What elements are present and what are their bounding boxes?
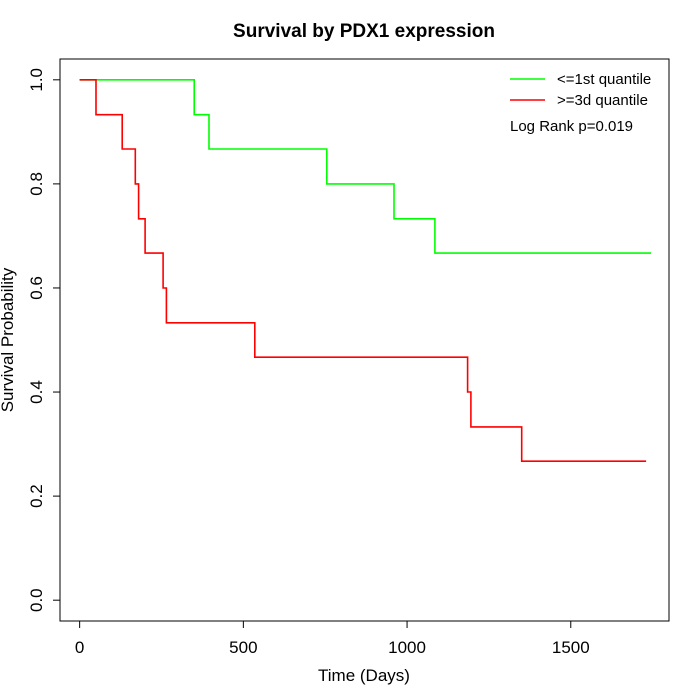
y-tick-label: 0.8 — [27, 172, 46, 196]
log-rank-annotation: Log Rank p=0.019 — [510, 118, 633, 135]
x-tick-label: 0 — [75, 638, 84, 657]
y-tick-label: 1.0 — [27, 68, 46, 92]
x-tick-label: 1500 — [552, 638, 590, 657]
y-tick-label: 0.0 — [27, 588, 46, 612]
y-tick-label: 0.4 — [27, 380, 46, 404]
y-axis-label: Survival Probability — [0, 267, 17, 412]
x-tick-label: 500 — [229, 638, 257, 657]
legend-label: >=3d quantile — [557, 92, 648, 109]
survival-curve-2 — [79, 79, 647, 462]
y-tick-label: 0.2 — [27, 484, 46, 508]
series-layer — [79, 79, 651, 462]
legend-label: <=1st quantile — [557, 71, 651, 88]
y-axis: 0.0 0.2 0.4 0.6 0.8 1.0 — [27, 68, 61, 612]
chart-title: Survival by PDX1 expression — [233, 21, 495, 42]
x-tick-label: 1000 — [388, 638, 426, 657]
plot-frame — [59, 58, 670, 622]
x-axis-label: Time (Days) — [318, 666, 410, 685]
survival-curve-1 — [79, 79, 651, 254]
legend: <=1st quantile >=3d quantile — [510, 71, 651, 109]
x-axis: 0 500 1000 1500 — [75, 620, 590, 657]
y-tick-label: 0.6 — [27, 276, 46, 300]
